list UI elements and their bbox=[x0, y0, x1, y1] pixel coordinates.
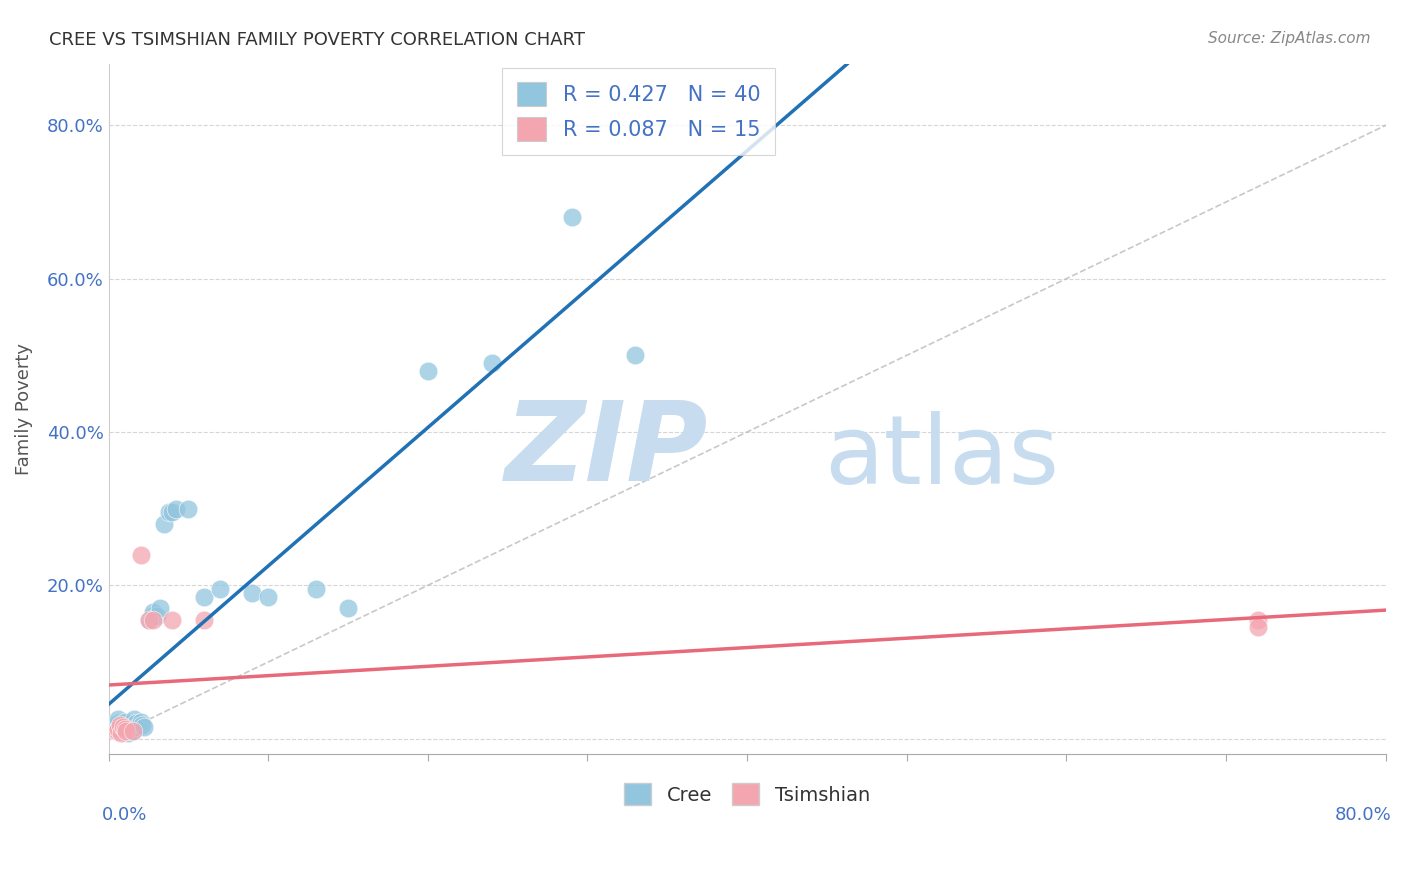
Point bbox=[114, 723, 136, 737]
Point bbox=[240, 586, 263, 600]
Point bbox=[337, 601, 360, 615]
Point bbox=[193, 590, 215, 604]
Point bbox=[115, 723, 138, 738]
Point bbox=[560, 211, 582, 225]
Point bbox=[177, 501, 200, 516]
Y-axis label: Family Poverty: Family Poverty bbox=[15, 343, 32, 475]
Point bbox=[1247, 613, 1270, 627]
Point bbox=[145, 609, 167, 624]
Text: ZIP: ZIP bbox=[505, 397, 709, 504]
Text: 80.0%: 80.0% bbox=[1336, 805, 1392, 823]
Point bbox=[111, 720, 134, 734]
Point bbox=[624, 348, 647, 362]
Point bbox=[132, 720, 155, 734]
Point bbox=[129, 548, 152, 562]
Point bbox=[162, 506, 184, 520]
Point bbox=[416, 364, 439, 378]
Point bbox=[120, 723, 142, 737]
Point bbox=[257, 590, 280, 604]
Point bbox=[107, 723, 129, 737]
Point bbox=[117, 725, 139, 739]
Point bbox=[305, 582, 328, 596]
Point bbox=[121, 723, 143, 738]
Point bbox=[107, 713, 129, 727]
Point bbox=[118, 720, 141, 734]
Point bbox=[138, 613, 160, 627]
Text: Source: ZipAtlas.com: Source: ZipAtlas.com bbox=[1208, 31, 1371, 46]
Point bbox=[110, 720, 132, 734]
Point bbox=[115, 723, 138, 738]
Point bbox=[193, 613, 215, 627]
Point bbox=[127, 720, 149, 734]
Point bbox=[110, 725, 132, 739]
Text: atlas: atlas bbox=[824, 411, 1059, 504]
Point bbox=[105, 720, 128, 734]
Point bbox=[162, 613, 184, 627]
Point bbox=[111, 718, 134, 732]
Point bbox=[105, 723, 128, 738]
Point bbox=[138, 613, 160, 627]
Point bbox=[108, 723, 131, 738]
Point bbox=[142, 605, 165, 619]
Point bbox=[1247, 620, 1270, 634]
Point bbox=[108, 718, 131, 732]
Point bbox=[209, 582, 232, 596]
Point bbox=[165, 501, 187, 516]
Point bbox=[122, 713, 145, 727]
Legend: Cree, Tsimshian: Cree, Tsimshian bbox=[616, 775, 877, 814]
Point bbox=[114, 714, 136, 729]
Point bbox=[129, 714, 152, 729]
Point bbox=[121, 723, 143, 738]
Point bbox=[114, 723, 136, 737]
Text: 0.0%: 0.0% bbox=[103, 805, 148, 823]
Point bbox=[107, 716, 129, 731]
Text: CREE VS TSIMSHIAN FAMILY POVERTY CORRELATION CHART: CREE VS TSIMSHIAN FAMILY POVERTY CORRELA… bbox=[49, 31, 585, 49]
Point bbox=[131, 718, 153, 732]
Point bbox=[142, 613, 165, 627]
Point bbox=[122, 718, 145, 732]
Point bbox=[481, 356, 503, 370]
Point bbox=[149, 601, 172, 615]
Point bbox=[141, 609, 163, 624]
Point bbox=[125, 716, 148, 731]
Point bbox=[153, 516, 176, 531]
Point bbox=[157, 506, 180, 520]
